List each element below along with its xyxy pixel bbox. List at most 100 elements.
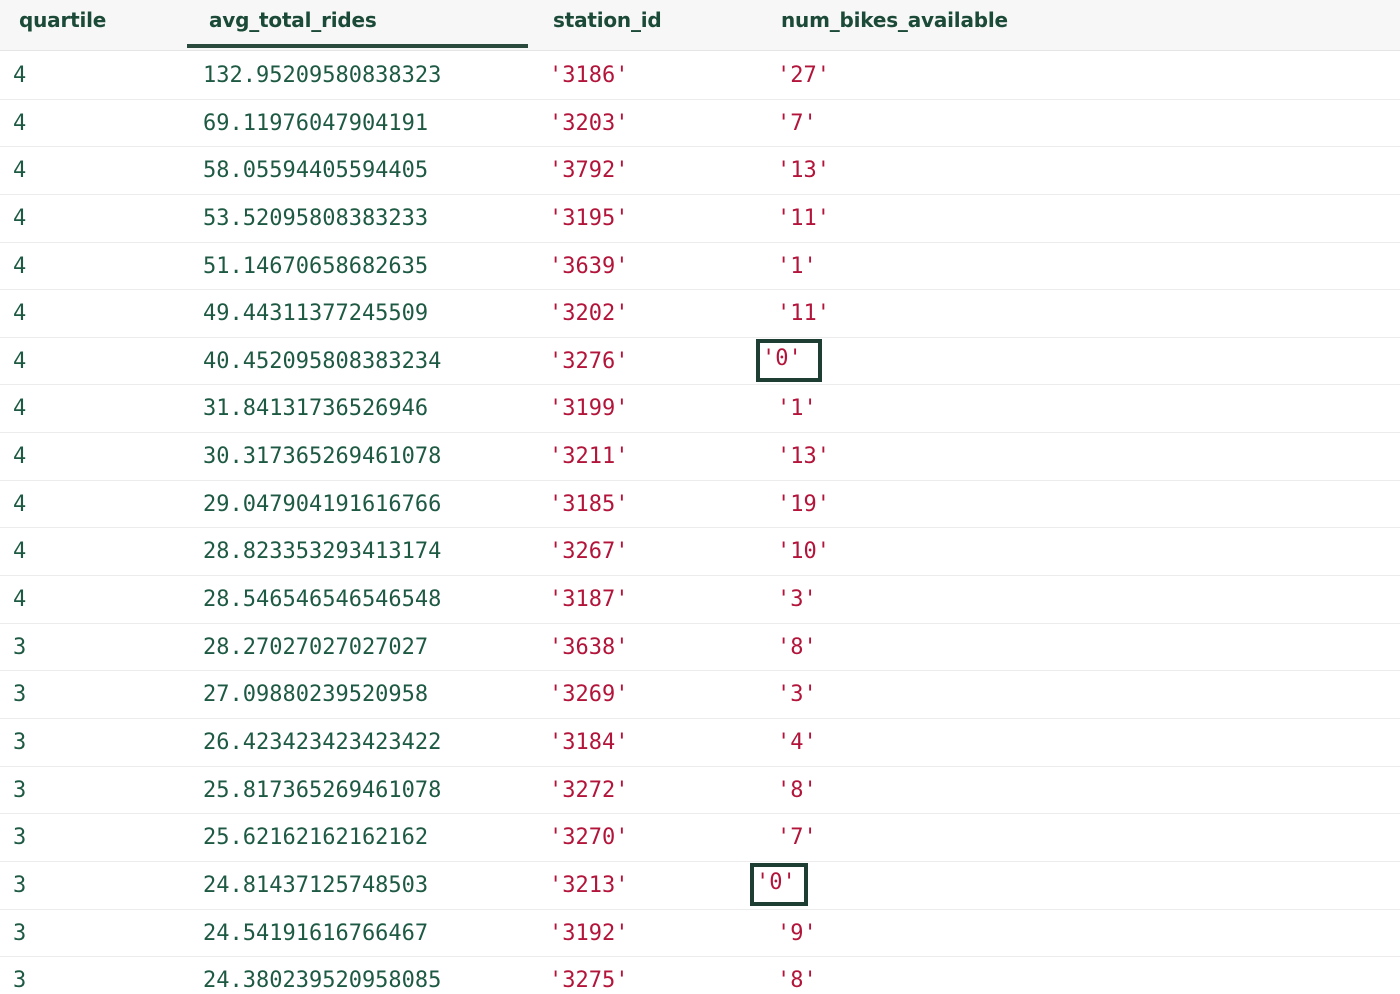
cell-num-bikes-available[interactable]: '0' — [750, 862, 808, 906]
cell-avg-total-rides[interactable]: 53.52095808383233 — [203, 205, 429, 231]
column-header-num-bikes-available[interactable]: num_bikes_available — [781, 8, 1008, 32]
cell-avg-total-rides[interactable]: 28.27027027027027 — [203, 634, 429, 660]
table-row[interactable]: 3 26.423423423423422 '3184' '4' — [0, 719, 1400, 767]
cell-avg-total-rides[interactable]: 31.84131736526946 — [203, 396, 429, 422]
cell-avg-total-rides[interactable]: 24.81437125748503 — [203, 872, 429, 898]
table-row[interactable]: 3 24.54191616766467 '3192' '9' — [0, 910, 1400, 958]
cell-num-bikes-available[interactable]: '8' — [777, 634, 817, 660]
cell-station-id[interactable]: '3187' — [549, 587, 629, 613]
table-row[interactable]: 4 58.05594405594405 '3792' '13' — [0, 147, 1400, 195]
cell-num-bikes-available[interactable]: '7' — [777, 825, 817, 851]
cell-station-id[interactable]: '3213' — [549, 872, 629, 898]
column-header-station-id[interactable]: station_id — [553, 8, 662, 32]
table-row[interactable]: 4 30.317365269461078 '3211' '13' — [0, 433, 1400, 481]
cell-station-id[interactable]: '3272' — [549, 777, 629, 803]
cell-station-id[interactable]: '3275' — [549, 968, 629, 994]
cell-avg-total-rides[interactable]: 26.423423423423422 — [203, 729, 442, 755]
cell-avg-total-rides[interactable]: 24.54191616766467 — [203, 920, 429, 946]
table-row[interactable]: 4 29.047904191616766 '3185' '19' — [0, 481, 1400, 529]
cell-quartile[interactable]: 4 — [13, 444, 27, 470]
cell-station-id[interactable]: '3639' — [549, 253, 629, 279]
table-row[interactable]: 4 69.11976047904191 '3203' '7' — [0, 100, 1400, 148]
cell-quartile[interactable]: 4 — [13, 348, 27, 374]
cell-avg-total-rides[interactable]: 132.95209580838323 — [203, 63, 442, 88]
cell-num-bikes-available[interactable]: '8' — [777, 968, 817, 994]
table-row[interactable]: 3 27.09880239520958 '3269' '3' — [0, 671, 1400, 719]
cell-avg-total-rides[interactable]: 69.11976047904191 — [203, 110, 429, 136]
table-row[interactable]: 4 51.14670658682635 '3639' '1' — [0, 243, 1400, 291]
cell-num-bikes-available[interactable]: '19' — [777, 491, 830, 517]
cell-num-bikes-available[interactable]: '1' — [777, 253, 817, 279]
cell-station-id[interactable]: '3203' — [549, 110, 629, 136]
cell-quartile[interactable]: 4 — [13, 587, 27, 613]
cell-station-id[interactable]: '3192' — [549, 920, 629, 946]
cell-quartile[interactable]: 3 — [13, 920, 27, 946]
table-row[interactable]: 4 49.44311377245509 '3202' '11' — [0, 290, 1400, 338]
cell-num-bikes-available[interactable]: '27' — [777, 63, 830, 88]
cell-num-bikes-available[interactable]: '11' — [777, 205, 830, 231]
column-header-quartile[interactable]: quartile — [19, 8, 107, 32]
cell-station-id[interactable]: '3267' — [549, 539, 629, 565]
cell-station-id[interactable]: '3792' — [549, 158, 629, 184]
cell-avg-total-rides[interactable]: 28.546546546546548 — [203, 587, 442, 613]
cell-quartile[interactable]: 4 — [13, 158, 27, 184]
table-row[interactable]: 4 31.84131736526946 '3199' '1' — [0, 385, 1400, 434]
cell-quartile[interactable]: 4 — [13, 110, 27, 136]
cell-avg-total-rides[interactable]: 25.62162162162162 — [203, 825, 429, 851]
cell-num-bikes-available[interactable]: '8' — [777, 777, 817, 803]
cell-station-id[interactable]: '3202' — [549, 301, 629, 327]
table-row[interactable]: 4 40.452095808383234 '3276' '0' — [0, 338, 1400, 386]
cell-station-id[interactable]: '3185' — [549, 491, 629, 517]
cell-num-bikes-available[interactable]: '3' — [777, 587, 817, 613]
cell-avg-total-rides[interactable]: 28.823353293413174 — [203, 539, 442, 565]
cell-quartile[interactable]: 3 — [13, 777, 27, 803]
cell-quartile[interactable]: 4 — [13, 396, 27, 422]
cell-avg-total-rides[interactable]: 29.047904191616766 — [203, 491, 442, 517]
cell-quartile[interactable]: 4 — [13, 539, 27, 565]
cell-avg-total-rides[interactable]: 40.452095808383234 — [203, 348, 442, 374]
cell-quartile[interactable]: 3 — [13, 729, 27, 755]
table-row[interactable]: 3 28.27027027027027 '3638' '8' — [0, 624, 1400, 672]
cell-avg-total-rides[interactable]: 49.44311377245509 — [203, 301, 429, 327]
cell-station-id[interactable]: '3276' — [549, 348, 629, 374]
cell-station-id[interactable]: '3184' — [549, 729, 629, 755]
cell-avg-total-rides[interactable]: 30.317365269461078 — [203, 444, 442, 470]
cell-num-bikes-available[interactable]: '11' — [777, 301, 830, 327]
table-row[interactable]: 4 28.823353293413174 '3267' '10' — [0, 528, 1400, 577]
table-row[interactable]: 3 24.380239520958085 '3275' '8' — [0, 957, 1400, 994]
cell-quartile[interactable]: 4 — [13, 205, 27, 231]
table-row[interactable]: 4 53.52095808383233 '3195' '11' — [0, 195, 1400, 243]
cell-num-bikes-available[interactable]: '10' — [777, 539, 830, 565]
cell-quartile[interactable]: 3 — [13, 968, 27, 994]
cell-quartile[interactable]: 4 — [13, 63, 27, 88]
cell-quartile[interactable]: 3 — [13, 634, 27, 660]
cell-avg-total-rides[interactable]: 58.05594405594405 — [203, 158, 429, 184]
cell-num-bikes-available[interactable]: '9' — [777, 920, 817, 946]
cell-quartile[interactable]: 4 — [13, 491, 27, 517]
cell-station-id[interactable]: '3638' — [549, 634, 629, 660]
table-row[interactable]: 3 25.817365269461078 '3272' '8' — [0, 767, 1400, 815]
cell-num-bikes-available[interactable]: '4' — [777, 729, 817, 755]
cell-avg-total-rides[interactable]: 24.380239520958085 — [203, 968, 442, 994]
column-header-avg-total-rides[interactable]: avg_total_rides — [209, 8, 377, 32]
cell-quartile[interactable]: 3 — [13, 825, 27, 851]
cell-num-bikes-available[interactable]: '13' — [777, 158, 830, 184]
table-row[interactable]: 3 24.81437125748503 '3213' '0' — [0, 862, 1400, 910]
cell-station-id[interactable]: '3269' — [549, 682, 629, 708]
cell-station-id[interactable]: '3186' — [549, 63, 629, 88]
cell-num-bikes-available[interactable]: '1' — [777, 396, 817, 422]
cell-station-id[interactable]: '3199' — [549, 396, 629, 422]
table-row[interactable]: 3 25.62162162162162 '3270' '7' — [0, 814, 1400, 862]
cell-station-id[interactable]: '3270' — [549, 825, 629, 851]
table-row[interactable]: 4 28.546546546546548 '3187' '3' — [0, 576, 1400, 624]
cell-avg-total-rides[interactable]: 51.14670658682635 — [203, 253, 429, 279]
cell-num-bikes-available[interactable]: '13' — [777, 444, 830, 470]
cell-quartile[interactable]: 3 — [13, 872, 27, 898]
cell-quartile[interactable]: 4 — [13, 301, 27, 327]
cell-station-id[interactable]: '3195' — [549, 205, 629, 231]
cell-num-bikes-available[interactable]: '7' — [777, 110, 817, 136]
cell-station-id[interactable]: '3211' — [549, 444, 629, 470]
table-row[interactable]: 4 132.95209580838323 '3186' '27' — [0, 52, 1400, 100]
cell-num-bikes-available[interactable]: '0' — [756, 338, 822, 382]
cell-avg-total-rides[interactable]: 27.09880239520958 — [203, 682, 429, 708]
